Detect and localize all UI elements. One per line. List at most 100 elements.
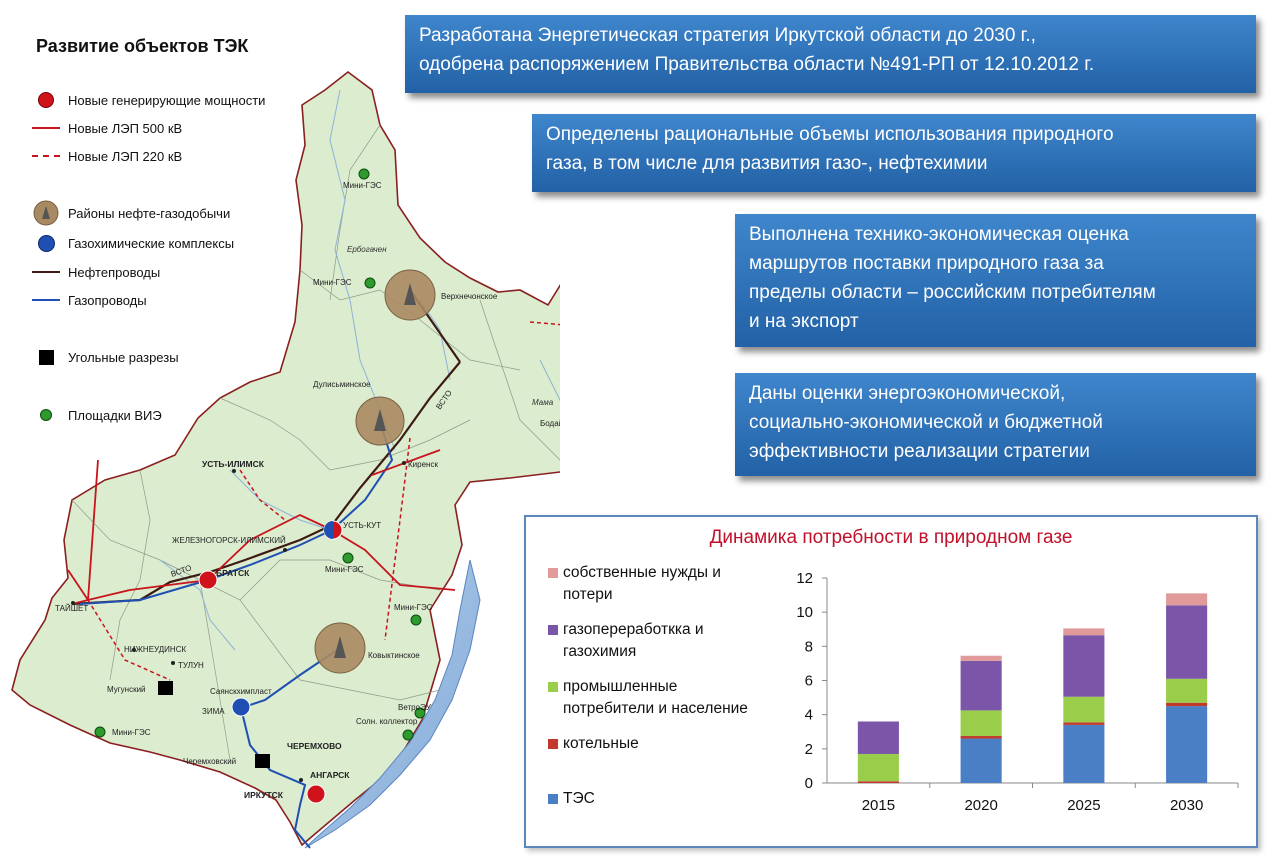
coal-mine-mugunsky [158, 681, 173, 695]
map-title: Развитие объектов ТЭК [36, 36, 249, 56]
map-label: ИРКУТСК [244, 790, 284, 800]
map-label: Верхнечонское [441, 292, 498, 301]
legend-item: Районы нефте-газодобычи [28, 200, 278, 226]
map-label: ТУЛУН [178, 661, 204, 670]
blue-circle-icon [28, 233, 64, 253]
x-tick-label: 2015 [862, 797, 895, 814]
map-label: Дулисьминское [313, 380, 371, 389]
bar-segment [857, 721, 899, 754]
map-label: АНГАРСК [310, 770, 350, 780]
irkutsk-region-map: Мини-ГЭС Ербогачен Мини-ГЭС Верхнечонско… [11, 70, 560, 849]
chart-legend-item: промышленные потребители и население [548, 676, 798, 720]
legend-label: газопереработкка и газохимия [563, 621, 704, 660]
legend-swatch [548, 794, 558, 804]
legend-swatch [548, 682, 558, 692]
chart-title: Динамика потребности в природном газе [709, 527, 1073, 548]
callout-strategy: Разработана Энергетическая стратегия Ирк… [405, 15, 1256, 93]
chart-legend-item: ТЭС [548, 788, 798, 810]
triangle-circle-icon [28, 200, 64, 226]
bar-segment [960, 738, 1002, 783]
legend-item: Новые ЛЭП 220 кВ [28, 146, 278, 166]
map-label: УСТЬ-КУТ [343, 521, 381, 530]
legend-label: Новые ЛЭП 500 кВ [68, 120, 183, 136]
town-dots [71, 461, 406, 782]
legend-item: Газохимические комплексы [28, 233, 278, 253]
bar-segment [857, 753, 899, 782]
black-square-icon [28, 347, 64, 367]
callout-gas-routes: Выполнена технико-экономическая оценка м… [735, 214, 1256, 347]
map-label: Бодайбо [540, 419, 560, 428]
red-circle-icon [28, 90, 64, 110]
callout-text: Даны оценки энергоэкономической, социаль… [749, 383, 1103, 462]
map-label: ЧЕРЕМХОВО [287, 741, 342, 751]
x-tick-label: 2030 [1170, 797, 1203, 814]
legend-label: промышленные потребители и население [563, 678, 748, 717]
legend-label: Площадки ВИЭ [68, 407, 162, 423]
bar-segment [1063, 628, 1105, 636]
legend-label: Газопроводы [68, 292, 147, 308]
map-label: Мама [532, 398, 554, 407]
legend-label: Нефтепроводы [68, 264, 161, 280]
oil-gas-district-kovyktinskoe [314, 622, 366, 674]
bar-segment [960, 655, 1002, 661]
bar-segment [1166, 706, 1208, 783]
bar-segment [960, 736, 1002, 739]
y-tick-label: 2 [805, 741, 813, 758]
power-lines-220kv [87, 321, 560, 681]
new-generation-bratsk [198, 570, 218, 590]
brown-line-icon [28, 262, 64, 282]
callout-efficiency: Даны оценки энергоэкономической, социаль… [735, 373, 1256, 476]
green-dot-icon [28, 405, 64, 425]
bar-segment [960, 660, 1002, 711]
blue-line-icon [28, 290, 64, 310]
legend-label: Новые генерирующие мощности [68, 92, 266, 108]
legend-item: Угольные разрезы [28, 347, 278, 367]
lake-baikal [304, 559, 481, 849]
bar-segment [1166, 678, 1208, 703]
callout-text: Определены рациональные объемы использов… [546, 124, 1114, 174]
legend-item: Газопроводы [28, 290, 278, 310]
chart-legend-item: котельные [548, 733, 798, 755]
map-label: Черемховский [183, 757, 236, 766]
y-tick-label: 0 [805, 775, 813, 792]
oil-gas-district-dulisminskoe [355, 396, 405, 446]
map-label: ЖЕЛЕЗНОГОРСК-ИЛИМСКИЙ [172, 536, 286, 545]
y-tick-label: 6 [805, 673, 813, 690]
legend-swatch [548, 568, 558, 578]
x-tick-label: 2020 [964, 797, 997, 814]
legend-label: собственные нужды и потери [563, 564, 721, 603]
x-tick-label: 2025 [1067, 797, 1100, 814]
map-label: УСТЬ-ИЛИМСК [202, 459, 265, 469]
legend-label: Районы нефте-газодобычи [68, 205, 231, 221]
legend-item: Площадки ВИЭ [28, 405, 278, 425]
chart-plot: 0 2 4 6 8 10 12 2015 2020 2025 2030 [796, 570, 1239, 814]
legend-label: ТЭС [563, 790, 595, 807]
map-label: БРАТСК [216, 568, 250, 578]
region-outline [11, 70, 560, 847]
bar-segment [1063, 635, 1105, 697]
callout-text: Разработана Энергетическая стратегия Ирк… [419, 25, 1095, 75]
bar-segment [1166, 702, 1208, 707]
red-dashed-line-icon [28, 146, 64, 166]
bar-segment [960, 710, 1002, 737]
callout-gas-volumes: Определены рациональные объемы использов… [532, 114, 1256, 192]
callout-text: Выполнена технико-экономическая оценка м… [749, 224, 1156, 332]
coal-mine-cheremkhovsky [255, 754, 270, 768]
bar-segment [1063, 724, 1105, 783]
chart-legend-item: газопереработкка и газохимия [548, 619, 798, 663]
legend-label: Угольные разрезы [68, 349, 179, 365]
map-label: Мини-ГЭС [394, 603, 433, 612]
new-generation-irkutsk [306, 784, 326, 804]
y-tick-label: 8 [805, 638, 813, 655]
map-label: Мугунский [107, 685, 146, 694]
red-solid-line-icon [28, 118, 64, 138]
gas-chemical-ust-kut [324, 521, 333, 539]
legend-label: Газохимические комплексы [68, 235, 235, 251]
bar-segment [857, 781, 899, 783]
map-label: Солн. коллектор [356, 717, 418, 726]
chart-legend-item: собственные нужды и потери [548, 562, 798, 606]
y-tick-label: 10 [796, 604, 813, 621]
gas-chemical-zima [231, 697, 251, 717]
map-label: Мини-ГЭС [325, 565, 364, 574]
bar-segment [1166, 605, 1208, 679]
